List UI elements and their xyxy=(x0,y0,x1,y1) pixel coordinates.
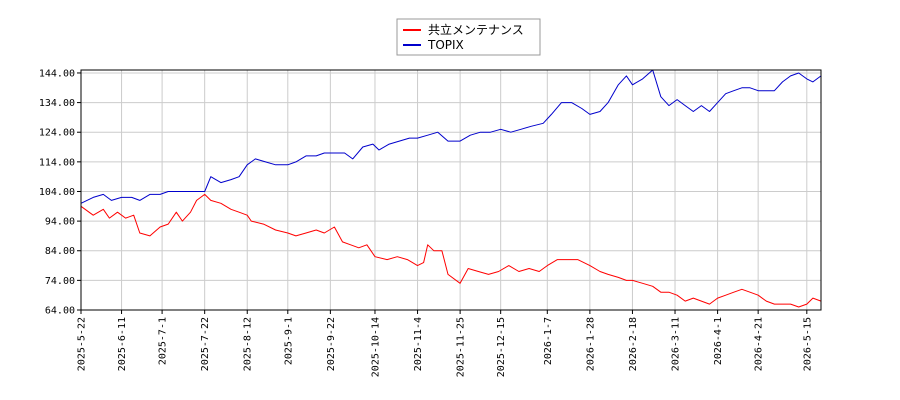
x-tick-label: 2026-3-11 xyxy=(671,317,682,371)
x-tick-label: 2025-9-1 xyxy=(283,317,294,365)
x-tick-label: 2026-2-18 xyxy=(628,317,639,371)
y-tick-label: 124.00 xyxy=(39,128,75,139)
x-tick-label: 2026-5-15 xyxy=(802,317,813,371)
y-tick-label: 94.00 xyxy=(45,217,75,228)
x-tick-label: 2026-4-1 xyxy=(713,317,724,365)
y-tick-label: 114.00 xyxy=(39,157,75,168)
legend-label: 共立メンテナンス xyxy=(428,22,524,37)
x-tick-label: 2025-11-4 xyxy=(413,317,424,371)
x-tick-label: 2025-7-22 xyxy=(200,317,211,371)
x-tick-label: 2025-6-11 xyxy=(117,317,128,371)
x-tick-label: 2025-7-1 xyxy=(158,317,169,365)
y-tick-label: 134.00 xyxy=(39,98,75,109)
series-line-kyoritsu xyxy=(80,193,822,308)
x-tick-label: 2026-1-28 xyxy=(585,317,596,371)
x-tick-label: 2026-4-21 xyxy=(754,317,765,371)
y-tick-label: 84.00 xyxy=(45,246,75,257)
series-lines xyxy=(80,69,822,308)
x-tick-label: 2025-8-12 xyxy=(243,317,254,371)
x-tick-label: 2025-10-14 xyxy=(370,317,381,377)
y-tick-label: 144.00 xyxy=(39,68,75,79)
x-tick-label: 2026-1-7 xyxy=(543,317,554,365)
y-tick-label: 64.00 xyxy=(45,306,75,317)
legend-label: TOPIX xyxy=(427,38,464,52)
legend-box xyxy=(396,18,541,56)
plot-area-frame xyxy=(80,69,822,311)
x-axis-ticks: 2025-5-22 2025-6-11 2025-7-1 2025-7-22 2025-… xyxy=(77,310,813,377)
y-tick-label: 74.00 xyxy=(45,276,75,287)
x-tick-label: 2025-5-22 xyxy=(77,317,88,371)
y-axis-ticks: 64.00 74.00 84.00 94.00 104.00 114.00 124.00 13… xyxy=(39,68,81,317)
x-tick-label: 2025-11-25 xyxy=(456,317,467,377)
grid-lines xyxy=(80,70,821,311)
x-tick-label: 2025-12-15 xyxy=(496,317,507,377)
y-tick-label: 104.00 xyxy=(39,187,75,198)
series-line-topix xyxy=(80,69,822,204)
x-tick-label: 2025-9-22 xyxy=(326,317,337,371)
